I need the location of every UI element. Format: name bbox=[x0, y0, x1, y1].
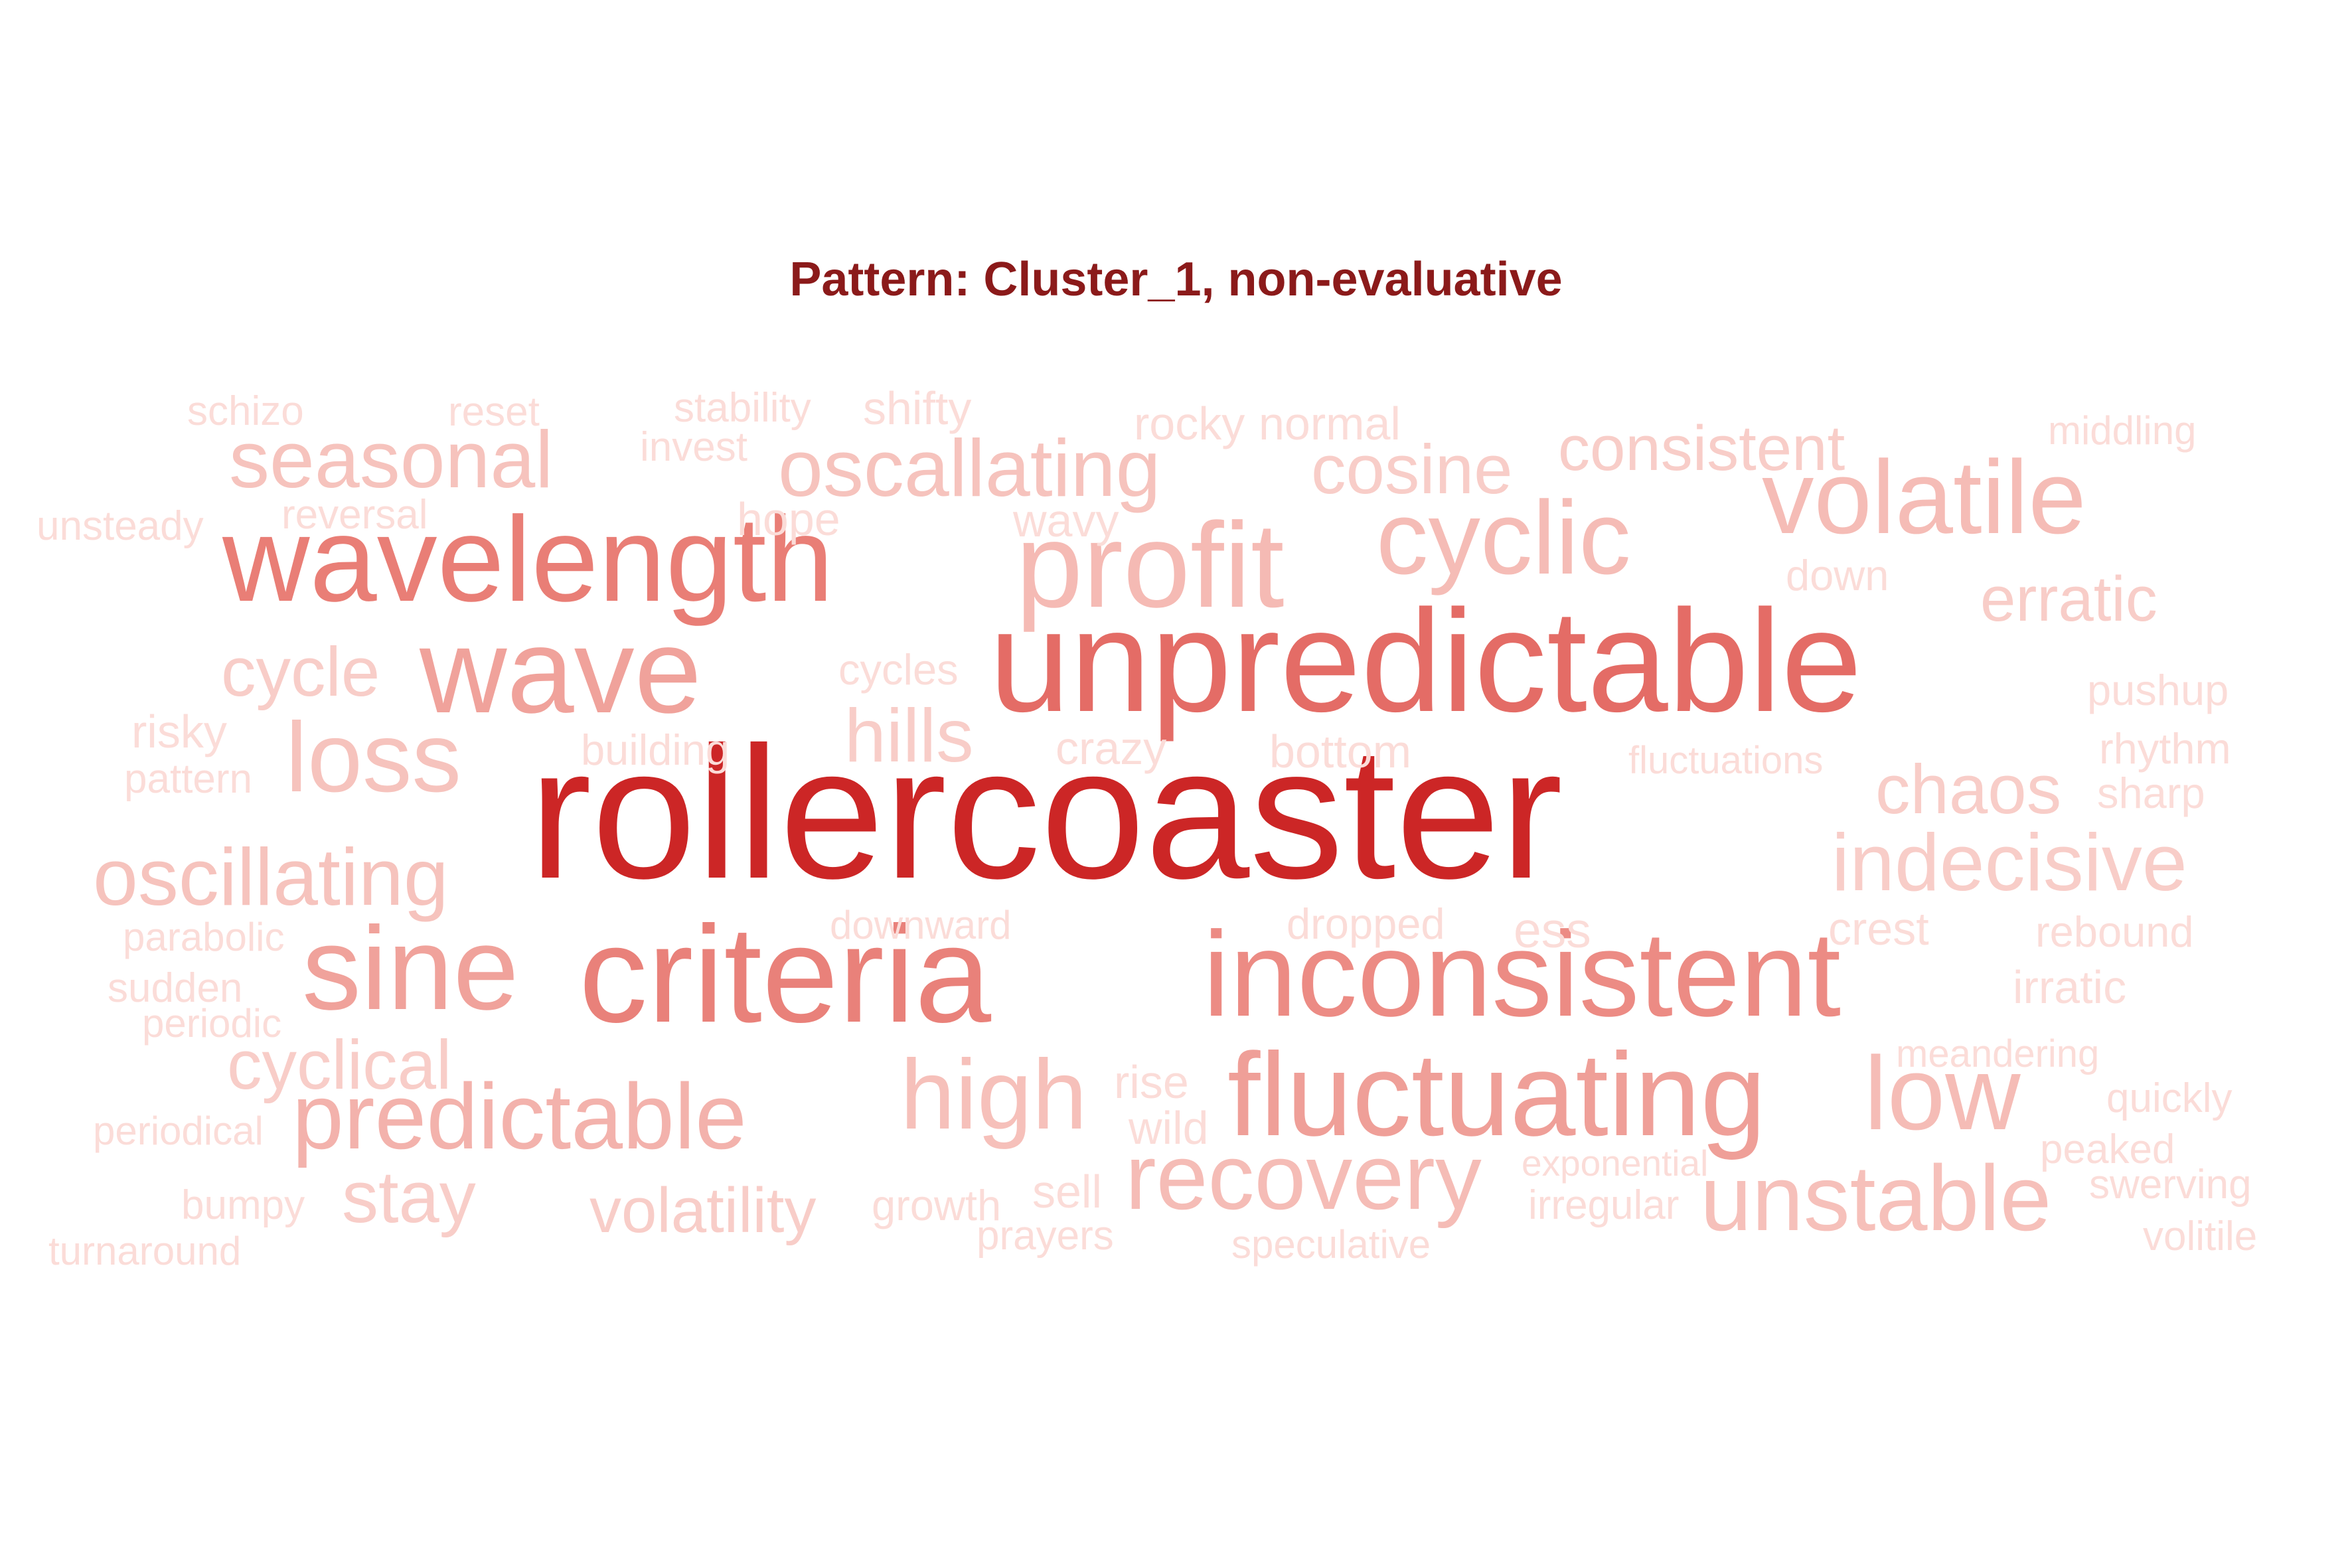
word-stability: stability bbox=[674, 385, 811, 431]
word-fluctuations: fluctuations bbox=[1628, 739, 1824, 782]
word-oscillating: oscillating bbox=[93, 832, 449, 922]
word-sine: sine bbox=[302, 902, 519, 1034]
word-prayers: prayers bbox=[977, 1213, 1114, 1259]
word-growth: growth bbox=[872, 1181, 1002, 1229]
word-indecisive: indecisive bbox=[1832, 817, 2187, 907]
word-unstable: unstable bbox=[1700, 1146, 2052, 1250]
word-rise: rise bbox=[1114, 1056, 1189, 1108]
word-rollercoaster: rollercoaster bbox=[529, 708, 1563, 917]
word-sell: sell bbox=[1032, 1166, 1103, 1217]
word-invest: invest bbox=[640, 424, 747, 470]
word-bottom: bottom bbox=[1269, 726, 1411, 777]
word-erratic: erratic bbox=[1980, 564, 2157, 635]
word-stay: stay bbox=[342, 1156, 476, 1238]
word-cyclic: cyclic bbox=[1376, 480, 1631, 596]
word-crazy: crazy bbox=[1056, 722, 1167, 774]
word-risky: risky bbox=[131, 706, 227, 757]
word-cyclical: cyclical bbox=[227, 1026, 452, 1104]
word-peaked: peaked bbox=[2040, 1127, 2175, 1172]
word-irratic: irratic bbox=[2013, 961, 2127, 1013]
word-criteria: criteria bbox=[579, 898, 992, 1051]
word-volitile: volitile bbox=[2143, 1214, 2258, 1259]
word-ess: ess bbox=[1514, 902, 1591, 958]
word-quickly: quickly bbox=[2106, 1075, 2233, 1121]
word-wavy: wavy bbox=[1013, 495, 1119, 546]
word-cycles: cycles bbox=[838, 645, 959, 694]
word-swerving: swerving bbox=[2089, 1162, 2252, 1208]
word-inconsistent: inconsistent bbox=[1203, 906, 1842, 1042]
word-chaos: chaos bbox=[1875, 751, 2062, 828]
word-sudden: sudden bbox=[108, 965, 243, 1011]
word-cosine: cosine bbox=[1311, 431, 1513, 509]
word-speculative: speculative bbox=[1231, 1222, 1431, 1267]
word-volatility: volatility bbox=[589, 1175, 817, 1246]
word-volatile: volatile bbox=[1762, 439, 2086, 556]
word-meandering: meandering bbox=[1896, 1032, 2100, 1075]
word-fluctuating: fluctuating bbox=[1227, 1028, 1766, 1160]
word-wavelength: wavelength bbox=[222, 491, 834, 627]
word-rocky: rocky bbox=[1134, 398, 1245, 449]
word-predictable: predictable bbox=[292, 1064, 747, 1168]
word-wave: wave bbox=[420, 603, 702, 738]
word-unpredictable: unpredictable bbox=[989, 580, 1862, 742]
word-profit: profit bbox=[1016, 497, 1285, 633]
word-downward: downward bbox=[830, 903, 1012, 947]
word-hope: hope bbox=[737, 493, 840, 545]
word-building: building bbox=[581, 726, 730, 774]
word-periodical: periodical bbox=[93, 1109, 264, 1153]
word-dropped: dropped bbox=[1287, 900, 1445, 948]
chart-title: Pattern: Cluster_1, non-evaluative bbox=[789, 253, 1563, 306]
word-periodic: periodic bbox=[142, 1001, 282, 1046]
word-down: down bbox=[1786, 551, 1889, 599]
word-irregular: irregular bbox=[1528, 1182, 1680, 1228]
word-exponential: exponential bbox=[1522, 1142, 1709, 1184]
word-loss: loss bbox=[285, 702, 461, 813]
word-parabolic: parabolic bbox=[123, 915, 285, 959]
word-recovery: recovery bbox=[1125, 1125, 1482, 1229]
word-seasonal: seasonal bbox=[229, 414, 554, 505]
word-rhythm: rhythm bbox=[2099, 724, 2231, 773]
word-reset: reset bbox=[448, 389, 540, 435]
word-wild: wild bbox=[1129, 1102, 1209, 1154]
word-sharp: sharp bbox=[2097, 769, 2205, 817]
word-pushup: pushup bbox=[2087, 666, 2229, 714]
word-reversal: reversal bbox=[281, 492, 428, 538]
word-unsteady: unsteady bbox=[37, 503, 204, 549]
word-schizo: schizo bbox=[187, 388, 304, 434]
word-hills: hills bbox=[844, 694, 974, 777]
word-middling: middling bbox=[2048, 408, 2197, 453]
word-rebound: rebound bbox=[2035, 907, 2194, 956]
word-pattern: pattern bbox=[124, 756, 253, 802]
word-turnaround: turnaround bbox=[48, 1229, 242, 1273]
word-normal: normal bbox=[1259, 398, 1401, 449]
word-high: high bbox=[900, 1039, 1087, 1150]
word-crest: crest bbox=[1828, 903, 1929, 955]
word-shifty: shifty bbox=[863, 382, 972, 434]
word-oscallating: oscallating bbox=[778, 423, 1161, 513]
word-bumpy: bumpy bbox=[181, 1182, 305, 1228]
word-cycle: cycle bbox=[221, 633, 380, 711]
word-low: low bbox=[1864, 1036, 2021, 1152]
word-consistent: consistent bbox=[1558, 413, 1845, 484]
